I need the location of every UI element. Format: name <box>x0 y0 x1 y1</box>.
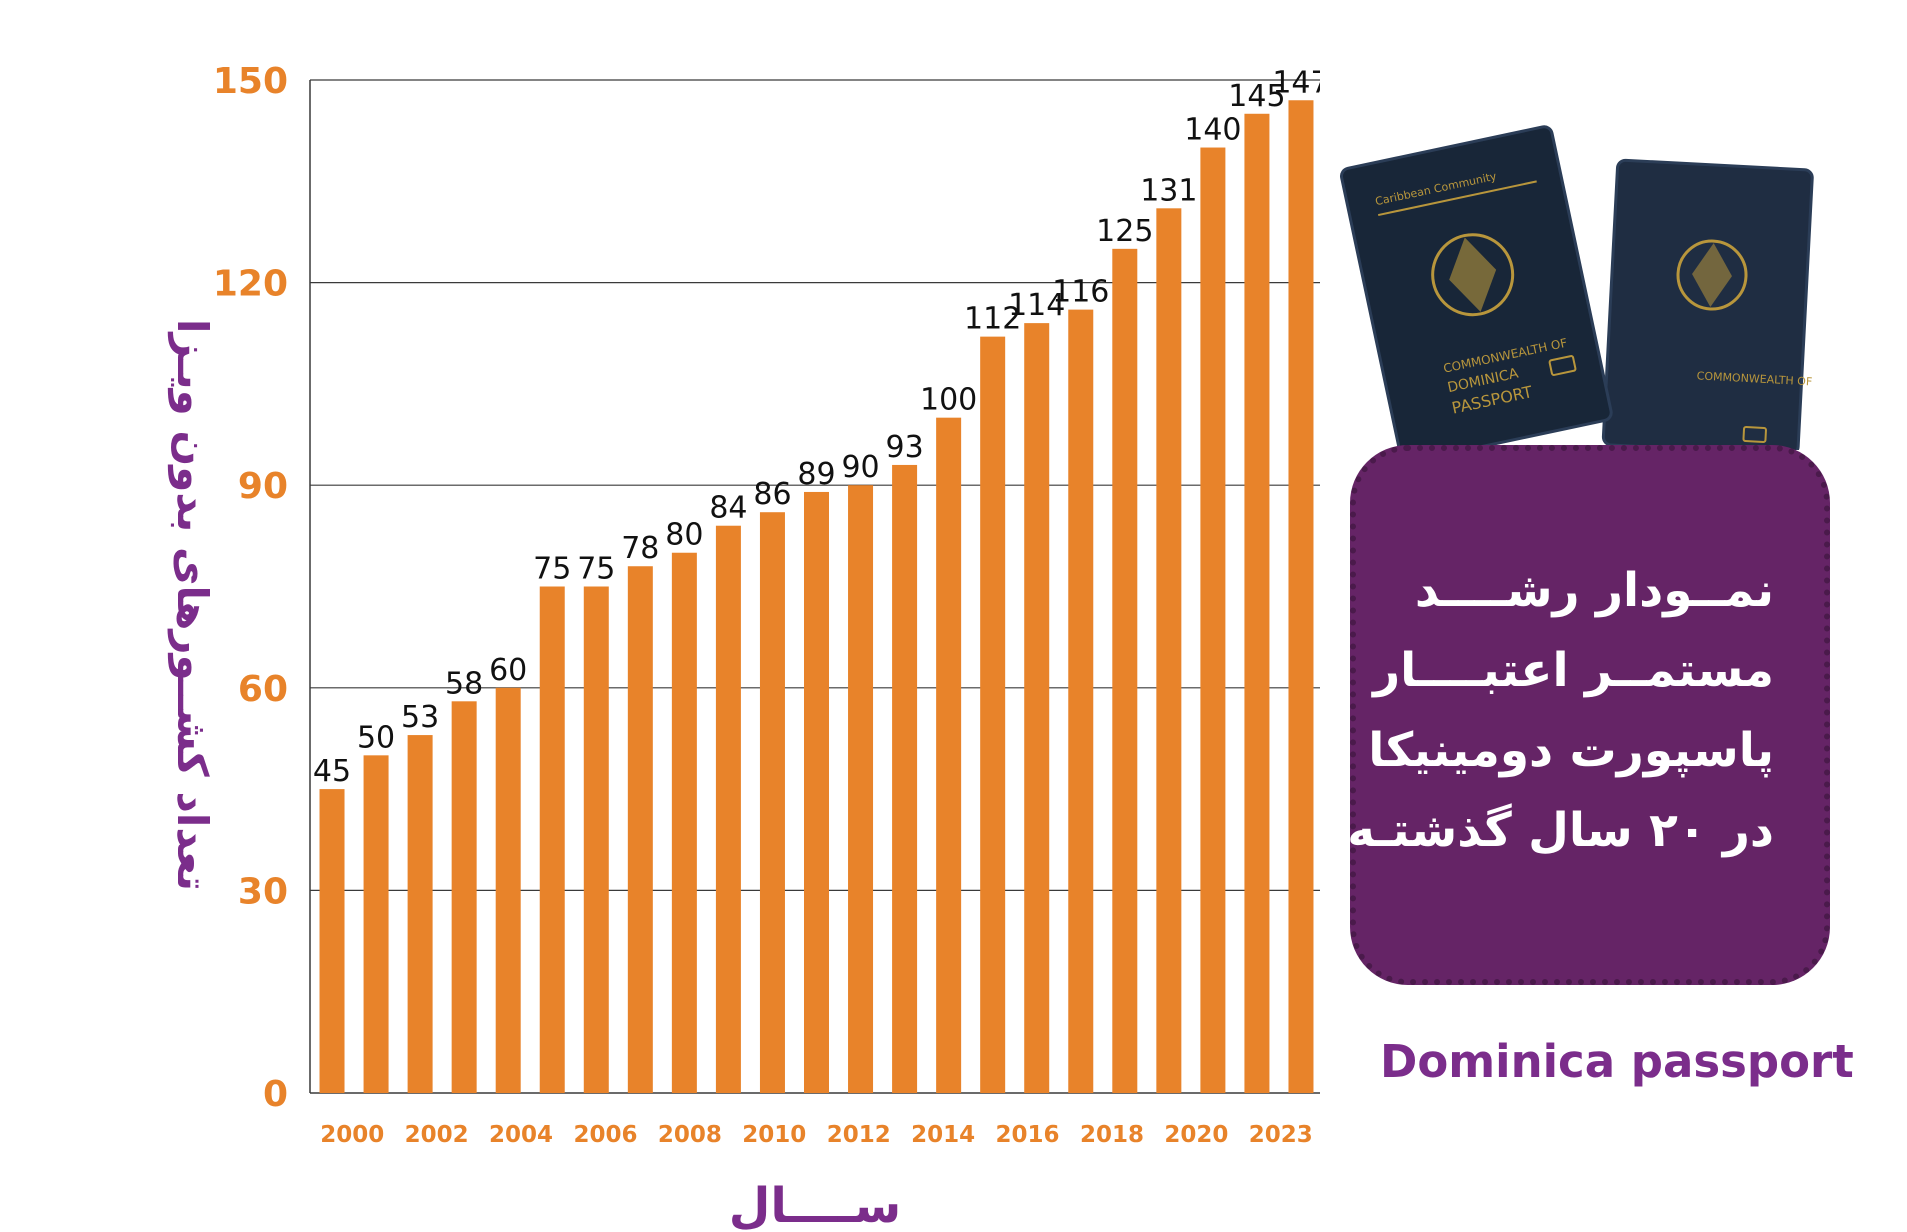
bar <box>1024 323 1050 1093</box>
bar <box>1156 208 1182 1093</box>
data-label: 78 <box>621 531 659 566</box>
data-label: 93 <box>885 430 923 465</box>
bar <box>451 701 477 1093</box>
y-tick-label: 0 <box>263 1074 288 1115</box>
info-line-4: در ۲۰ سال گذشتـه <box>1347 803 1774 858</box>
info-line-1: نمــودار رشــــد <box>1414 563 1774 618</box>
data-label: 50 <box>357 720 395 755</box>
data-label: 112 <box>964 302 1021 337</box>
bar <box>892 464 918 1093</box>
passport-back: COMMONWEALTH OF <box>1601 158 1814 450</box>
data-label: 90 <box>841 450 879 485</box>
bar <box>1244 113 1270 1094</box>
x-tick-label: 2020 <box>1164 1122 1228 1148</box>
y-tick-label: 90 <box>238 466 288 507</box>
bar <box>715 525 741 1093</box>
bar <box>1112 248 1138 1094</box>
x-tick-label: 2023 <box>1249 1122 1313 1148</box>
data-label: 100 <box>920 383 977 418</box>
passport-illustration: COMMONWEALTH OF Caribbean Community COMM… <box>1339 125 1814 450</box>
x-tick-label: 2016 <box>996 1122 1060 1148</box>
x-tick-label: 2014 <box>911 1122 975 1148</box>
bar <box>1288 100 1314 1093</box>
x-tick-label: 2000 <box>320 1122 384 1148</box>
data-label: 75 <box>577 552 615 587</box>
data-label: 140 <box>1184 113 1241 148</box>
y-tick-label: 60 <box>238 669 288 710</box>
data-label: 53 <box>401 700 439 735</box>
x-tick-label: 2002 <box>405 1122 469 1148</box>
x-tick-label: 2010 <box>742 1122 806 1148</box>
bar <box>627 566 653 1093</box>
data-label: 84 <box>709 491 747 526</box>
info-line-3: پاسپورت دومینیکا <box>1368 723 1774 778</box>
data-label: 60 <box>489 653 527 688</box>
brand-caption: Dominica passport <box>1380 1035 1854 1088</box>
bar <box>495 687 521 1093</box>
x-tick-label: 2006 <box>573 1122 637 1148</box>
bar <box>363 755 389 1093</box>
bar <box>1200 147 1226 1094</box>
bar <box>671 552 697 1093</box>
data-label: 131 <box>1140 173 1197 208</box>
x-tick-label: 2004 <box>489 1122 553 1148</box>
data-label: 80 <box>665 518 703 553</box>
bar <box>980 336 1006 1093</box>
data-label: 86 <box>753 477 791 512</box>
data-label: 45 <box>313 754 351 789</box>
data-label: 58 <box>445 666 483 701</box>
x-tick-label: 2012 <box>827 1122 891 1148</box>
x-axis-title: ســــال <box>729 1178 902 1232</box>
data-label: 147 <box>1272 65 1320 100</box>
data-label: 125 <box>1096 214 1153 249</box>
chip-icon <box>1548 355 1577 376</box>
data-label: 116 <box>1052 275 1109 310</box>
bar <box>759 512 785 1093</box>
data-label: 114 <box>1008 288 1065 323</box>
bar <box>539 586 565 1093</box>
passport-back-line1: COMMONWEALTH OF <box>1696 369 1812 388</box>
y-tick-label: 120 <box>213 264 288 305</box>
y-axis-title: تعداد کشــورهای بدون ویـزا <box>167 319 217 891</box>
info-box: نمــودار رشــــد مستمــر اعتبــــار پاسپ… <box>1347 445 1830 985</box>
y-tick-label: 30 <box>238 871 288 912</box>
bar <box>848 485 874 1093</box>
data-label: 75 <box>533 552 571 587</box>
data-label: 145 <box>1228 79 1285 114</box>
bar <box>936 417 962 1094</box>
bar <box>804 491 829 1093</box>
bar <box>407 735 433 1093</box>
x-tick-label: 2008 <box>658 1122 722 1148</box>
passport-front: Caribbean Community COMMONWEALTH OF DOMI… <box>1339 125 1613 450</box>
info-line-2: مستمــر اعتبــــار <box>1373 643 1774 698</box>
x-tick-label: 2018 <box>1080 1122 1144 1148</box>
coat-of-arms-icon <box>1431 233 1515 317</box>
bar <box>319 789 345 1093</box>
y-tick-label: 150 <box>213 61 288 102</box>
bar <box>1068 309 1094 1093</box>
data-label: 89 <box>797 457 835 492</box>
bar <box>583 586 609 1093</box>
